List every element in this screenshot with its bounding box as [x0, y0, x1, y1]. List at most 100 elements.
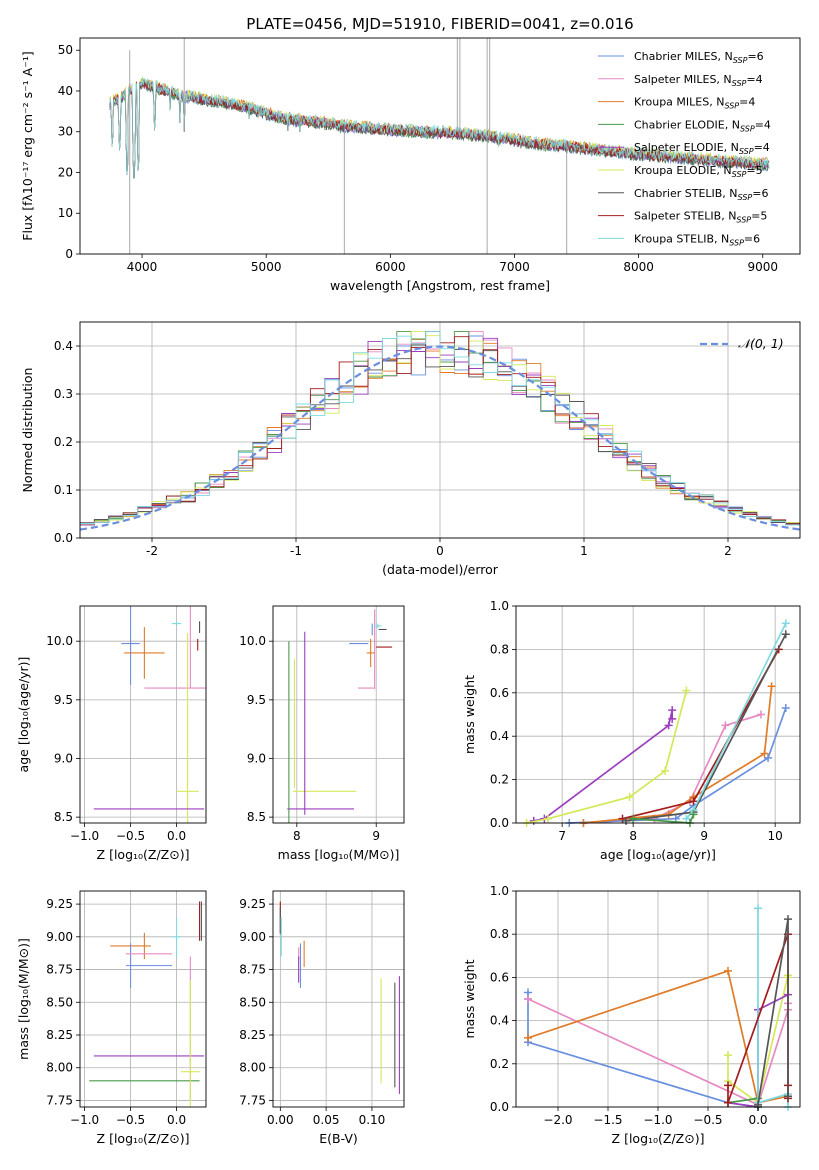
- series-marker-salpeter_miles: [756, 710, 765, 719]
- x-tick-label: −2.0: [543, 1113, 572, 1127]
- x-tick-label: -2: [146, 544, 158, 558]
- series-line-kroupa_stelib: [685, 623, 787, 820]
- y-tick-label: 0.8: [490, 927, 509, 941]
- series-marker-kroupa_elodie: [682, 686, 691, 695]
- y-tick-label: 9.0: [247, 751, 266, 765]
- spectrum-line-kroupa_stelib: [109, 76, 770, 179]
- y-tick-label: 0.0: [490, 816, 509, 830]
- legend-subscript: SSP: [739, 147, 754, 156]
- errorbar-point-kroupa_elodie: [176, 632, 199, 823]
- x-axis-label: wavelength [Angstrom, rest frame]: [330, 278, 550, 293]
- y-tick-label: 10.0: [239, 634, 266, 648]
- axes-frame: [79, 321, 801, 539]
- x-tick-label: −0.5: [116, 829, 145, 843]
- legend-count: =5: [746, 164, 762, 177]
- y-tick-label: 8.25: [239, 1028, 266, 1042]
- series-marker-salpeter_stelib: [689, 797, 698, 806]
- axes-frame: [515, 890, 801, 1108]
- x-tick-label: 0.05: [313, 1113, 340, 1127]
- series-marker-chabrier_elodie: [629, 814, 638, 823]
- errorbar-point-kroupa_miles: [124, 627, 165, 679]
- legend-subscript: SSP: [729, 238, 744, 247]
- legend-count: =4: [746, 73, 762, 86]
- series-marker-salpeter_miles: [524, 995, 532, 1003]
- errorbar-point-kroupa_elodie: [181, 980, 200, 1107]
- mass_vs_ebv-panel: 0.00 0.05 0.10 7.75 8.00 8.25 8.50 8.75 9.00 9.25…: [239, 890, 405, 1146]
- series-marker-kroupa_elodie: [724, 1051, 732, 1060]
- series-marker-chabrier_stelib: [622, 816, 631, 825]
- legend-label-kroupa_miles: Kroupa MILES, NSSP=4: [634, 96, 755, 111]
- y-tick-label: 30: [58, 125, 73, 139]
- y-tick-label: 8.50: [239, 995, 266, 1009]
- legend-count: =4: [739, 96, 755, 109]
- x-axis-label: age [log₁₀(age/yr)]: [600, 847, 716, 862]
- y-tick-label: 9.00: [46, 930, 73, 944]
- x-tick-label: 8: [293, 829, 301, 843]
- series-marker-salpeter_miles: [721, 721, 730, 730]
- x-axis-label: Z [log₁₀(Z/Z⊙)]: [97, 847, 190, 862]
- x-tick-label: 0.0: [167, 1113, 186, 1127]
- y-tick-label: 0.4: [490, 1014, 509, 1028]
- y-tick-label: 9.0: [54, 751, 73, 765]
- legend-subscript: SSP: [738, 193, 753, 202]
- y-tick-label: 0.4: [490, 729, 509, 743]
- x-tick-label: 4000: [127, 260, 158, 274]
- x-tick-label: 10: [768, 829, 783, 843]
- errorbar-point-kroupa_miles: [366, 638, 375, 667]
- y-tick-label: 8.75: [239, 963, 266, 977]
- y-axis-label: mass weight: [462, 959, 477, 1038]
- mass_weight_vs_age-panel: 7 8 9 10 0.0 0.2 0.4 0.6 0.8 1.0 age [log₁₀(age/yr…: [462, 599, 801, 862]
- legend-subscript: SSP: [724, 102, 739, 111]
- series-marker-chabrier_elodie: [689, 810, 698, 819]
- y-axis-label: age [log₁₀(age/yr)]: [16, 657, 31, 773]
- series-line-kroupa_miles: [527, 970, 789, 1104]
- y-tick-label: 0.1: [54, 483, 73, 497]
- y-tick-label: 9.5: [247, 693, 266, 707]
- y-tick-label: 9.5: [54, 693, 73, 707]
- legend-subscript: SSP: [732, 79, 747, 88]
- x-tick-label: −1.0: [643, 1113, 672, 1127]
- errorbar-point-kroupa_stelib: [171, 917, 182, 957]
- legend-count: =4: [754, 141, 770, 154]
- series-marker-kroupa_stelib: [682, 814, 691, 823]
- x-tick-label: −0.5: [693, 1113, 722, 1127]
- y-tick-label: 10.0: [46, 634, 73, 648]
- axes-frame: [79, 37, 801, 255]
- errorbar-point-kroupa_stelib: [373, 623, 382, 629]
- series-marker-salpeter_elodie: [668, 706, 677, 715]
- legend-label-chabrier_stelib: Chabrier STELIB, NSSP=6: [634, 187, 768, 202]
- series-marker-kroupa_stelib: [754, 904, 762, 913]
- series-marker-kroupa_miles: [524, 1033, 532, 1042]
- histogram-kroupa_stelib: [80, 331, 800, 526]
- y-tick-label: 0.4: [54, 339, 73, 353]
- axes-frame: [515, 605, 801, 824]
- y-tick-label: 0.3: [54, 387, 73, 401]
- y-tick-label: 9.00: [239, 930, 266, 944]
- x-tick-label: −1.0: [70, 1113, 99, 1127]
- series-marker-chabrier_stelib: [781, 630, 790, 639]
- series-line-kroupa_elodie: [526, 690, 688, 824]
- series-marker-chabrier_miles: [781, 703, 790, 712]
- x-axis-label: Z [log₁₀(Z/Z⊙)]: [97, 1131, 190, 1146]
- x-tick-label: 8: [629, 829, 637, 843]
- series-marker-chabrier_stelib: [784, 1092, 792, 1101]
- x-tick-label: 0.00: [267, 1113, 294, 1127]
- y-axis-label: mass [log₁₀(M/M⊙)]: [16, 938, 31, 1060]
- mass_vs_Z-panel: −1.0 −0.5 0.0 7.75 8.00 8.25 8.50 8.75 9.00 9.25 Z…: [16, 890, 207, 1146]
- series-line-chabrier_stelib: [625, 633, 787, 822]
- x-tick-label: 7: [558, 829, 566, 843]
- x-tick-label: 6000: [375, 260, 406, 274]
- x-tick-label: 0.0: [748, 1113, 767, 1127]
- y-tick-label: 9.25: [46, 897, 73, 911]
- y-tick-label: 7.75: [46, 1093, 73, 1107]
- legend-label-salpeter_stelib: Salpeter STELIB, NSSP=5: [634, 210, 767, 225]
- y-tick-label: 0: [65, 247, 73, 261]
- legend-count: =6: [744, 232, 760, 245]
- spectrum-panel: 4000 5000 6000 7000 8000 9000 0 10 20 30 40 50 wavel…: [20, 15, 801, 293]
- y-tick-label: 20: [58, 165, 73, 179]
- legend-count: =5: [751, 210, 767, 223]
- age_vs_mass-panel: 8 9 8.5 9.0 9.5 10.0 mass [log₁₀(M/M⊙)]: [239, 605, 405, 862]
- age_vs_Z-panel: −1.0 −0.5 0.0 8.5 9.0 9.5 10.0 Z [log₁₀(Z/Z⊙)] a…: [16, 605, 207, 862]
- series-marker-kroupa_elodie: [661, 766, 670, 775]
- residuals-panel: -2 -1 0 1 2 0.0 0.1 0.2 0.3 0.4 (data-model)/error…: [20, 321, 801, 577]
